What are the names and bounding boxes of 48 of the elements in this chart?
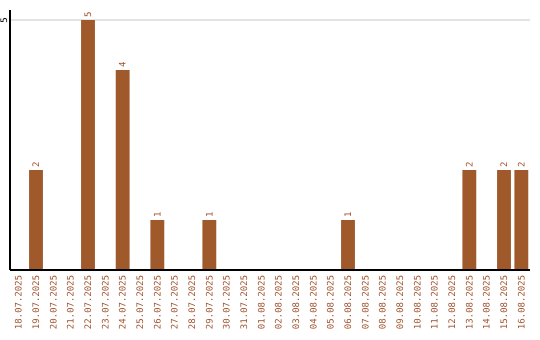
- x-tick-label: 05.08.2025: [326, 275, 337, 330]
- x-tick-label: 07.08.2025: [361, 275, 372, 330]
- bar: [202, 220, 216, 270]
- x-tick-label: 19.07.2025: [32, 275, 42, 330]
- x-tick-label: 13.08.2025: [465, 275, 476, 330]
- data-label: 1: [205, 212, 216, 217]
- x-tick-label: 08.08.2025: [378, 275, 389, 330]
- x-tick-label: 25.07.2025: [136, 275, 146, 330]
- data-label: 2: [32, 162, 42, 167]
- x-tick-label: 30.07.2025: [222, 275, 233, 330]
- x-tick-label: 24.07.2025: [118, 275, 129, 330]
- x-tick-label: 21.07.2025: [66, 275, 77, 330]
- x-tick-label: 16.08.2025: [517, 275, 528, 330]
- bar: [497, 170, 511, 270]
- data-label: 1: [153, 212, 164, 217]
- data-label: 2: [517, 162, 528, 167]
- x-tick-label: 23.07.2025: [101, 275, 112, 330]
- x-tick-label: 15.08.2025: [500, 275, 510, 330]
- x-tick-label: 06.08.2025: [344, 275, 354, 330]
- x-tick-label: 03.08.2025: [292, 275, 302, 330]
- x-tick-label: 29.07.2025: [205, 275, 216, 330]
- bar: [514, 170, 528, 270]
- x-tick-label: 20.07.2025: [49, 275, 60, 330]
- x-tick-label: 27.07.2025: [170, 275, 181, 330]
- data-label: 2: [500, 162, 510, 167]
- x-tick-label: 11.08.2025: [430, 275, 441, 330]
- bar: [29, 170, 43, 270]
- bar: [81, 20, 95, 270]
- x-tick-label: 28.07.2025: [188, 275, 198, 330]
- x-tick-label: 26.07.2025: [153, 275, 164, 330]
- x-tick-label: 10.08.2025: [413, 275, 424, 330]
- x-tick-label: 12.08.2025: [448, 275, 458, 330]
- x-tick-label: 22.07.2025: [84, 275, 94, 330]
- bar: [341, 220, 355, 270]
- bar: [462, 170, 476, 270]
- bar: [116, 70, 130, 270]
- bar: [150, 220, 164, 270]
- x-tick-label: 31.07.2025: [240, 275, 250, 330]
- x-tick-label: 04.08.2025: [309, 275, 320, 330]
- data-label: 1: [344, 212, 354, 217]
- x-tick-label: 01.08.2025: [257, 275, 268, 330]
- x-tick-label: 09.08.2025: [396, 275, 406, 330]
- x-tick-label: 02.08.2025: [274, 275, 285, 330]
- data-label: 2: [465, 162, 476, 167]
- data-label: 5: [84, 12, 94, 17]
- data-label: 4: [118, 62, 129, 67]
- x-tick-label: 14.08.2025: [482, 275, 493, 330]
- x-tick-label: 18.07.2025: [14, 275, 25, 330]
